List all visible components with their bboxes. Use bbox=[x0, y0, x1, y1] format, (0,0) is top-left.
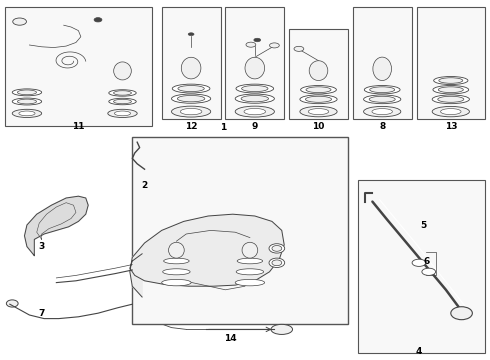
Ellipse shape bbox=[172, 106, 211, 117]
Ellipse shape bbox=[109, 90, 136, 96]
Text: 6: 6 bbox=[423, 256, 429, 265]
Text: 3: 3 bbox=[39, 242, 45, 251]
Ellipse shape bbox=[254, 38, 261, 42]
Bar bbox=[132, 137, 348, 324]
Ellipse shape bbox=[438, 87, 464, 93]
Ellipse shape bbox=[236, 84, 273, 93]
Ellipse shape bbox=[272, 260, 282, 266]
Ellipse shape bbox=[246, 42, 256, 47]
Ellipse shape bbox=[108, 109, 137, 117]
Ellipse shape bbox=[188, 33, 194, 36]
Ellipse shape bbox=[369, 87, 395, 93]
Ellipse shape bbox=[164, 258, 189, 264]
Text: 14: 14 bbox=[224, 334, 237, 343]
Ellipse shape bbox=[244, 108, 266, 115]
Ellipse shape bbox=[433, 86, 468, 94]
Text: 2: 2 bbox=[142, 181, 147, 190]
Ellipse shape bbox=[365, 86, 400, 94]
Ellipse shape bbox=[13, 18, 26, 25]
Ellipse shape bbox=[245, 57, 265, 79]
Ellipse shape bbox=[364, 107, 401, 117]
Ellipse shape bbox=[115, 111, 130, 116]
Ellipse shape bbox=[178, 86, 204, 91]
Ellipse shape bbox=[18, 99, 36, 104]
Ellipse shape bbox=[269, 244, 285, 253]
Ellipse shape bbox=[12, 89, 42, 96]
Ellipse shape bbox=[300, 95, 337, 104]
Ellipse shape bbox=[235, 94, 274, 103]
Bar bbox=[416, 7, 485, 119]
Text: 11: 11 bbox=[72, 122, 85, 131]
Ellipse shape bbox=[169, 242, 184, 258]
Ellipse shape bbox=[114, 99, 131, 104]
Bar bbox=[353, 7, 412, 119]
Ellipse shape bbox=[114, 91, 131, 95]
Polygon shape bbox=[130, 214, 284, 297]
Ellipse shape bbox=[412, 259, 426, 266]
Ellipse shape bbox=[237, 258, 263, 264]
Bar bbox=[289, 29, 348, 119]
Ellipse shape bbox=[18, 90, 36, 95]
Ellipse shape bbox=[241, 95, 269, 102]
Ellipse shape bbox=[236, 269, 264, 275]
Ellipse shape bbox=[439, 78, 463, 83]
Ellipse shape bbox=[163, 269, 190, 275]
Ellipse shape bbox=[235, 106, 274, 117]
Ellipse shape bbox=[272, 246, 282, 251]
Ellipse shape bbox=[309, 61, 328, 81]
Ellipse shape bbox=[451, 307, 472, 320]
Text: 10: 10 bbox=[312, 122, 325, 131]
Text: 12: 12 bbox=[185, 122, 197, 131]
Ellipse shape bbox=[172, 84, 210, 93]
Ellipse shape bbox=[181, 57, 201, 79]
Ellipse shape bbox=[177, 95, 205, 102]
Bar bbox=[5, 7, 152, 126]
Text: 5: 5 bbox=[421, 220, 427, 230]
Ellipse shape bbox=[306, 87, 331, 93]
Ellipse shape bbox=[269, 258, 285, 267]
Ellipse shape bbox=[372, 109, 392, 114]
Ellipse shape bbox=[94, 18, 102, 22]
Ellipse shape bbox=[308, 109, 329, 114]
Ellipse shape bbox=[441, 109, 461, 114]
Ellipse shape bbox=[434, 76, 468, 85]
Text: 4: 4 bbox=[416, 346, 422, 356]
Ellipse shape bbox=[438, 96, 464, 102]
Ellipse shape bbox=[6, 300, 18, 307]
Ellipse shape bbox=[305, 96, 332, 102]
Ellipse shape bbox=[432, 107, 469, 117]
Ellipse shape bbox=[172, 94, 211, 103]
Ellipse shape bbox=[12, 98, 42, 105]
Ellipse shape bbox=[432, 95, 469, 104]
Ellipse shape bbox=[364, 95, 401, 104]
Ellipse shape bbox=[300, 107, 337, 117]
Ellipse shape bbox=[294, 46, 304, 51]
Ellipse shape bbox=[162, 279, 191, 286]
Ellipse shape bbox=[114, 62, 131, 80]
Ellipse shape bbox=[235, 279, 265, 286]
Polygon shape bbox=[24, 196, 88, 256]
Ellipse shape bbox=[270, 43, 279, 48]
Text: 7: 7 bbox=[38, 309, 45, 318]
Text: 13: 13 bbox=[444, 122, 457, 131]
Ellipse shape bbox=[271, 324, 293, 334]
Text: 1: 1 bbox=[220, 123, 226, 132]
Text: 9: 9 bbox=[251, 122, 258, 131]
Text: 8: 8 bbox=[379, 122, 385, 131]
Ellipse shape bbox=[301, 86, 336, 94]
Ellipse shape bbox=[180, 108, 202, 115]
Bar bbox=[358, 180, 485, 353]
Ellipse shape bbox=[12, 109, 42, 117]
Ellipse shape bbox=[242, 242, 258, 258]
Ellipse shape bbox=[369, 96, 395, 102]
Ellipse shape bbox=[422, 268, 436, 275]
Ellipse shape bbox=[373, 57, 392, 81]
Ellipse shape bbox=[19, 111, 35, 116]
Ellipse shape bbox=[109, 98, 136, 105]
Ellipse shape bbox=[242, 86, 268, 91]
Bar bbox=[225, 7, 284, 119]
Bar bbox=[162, 7, 220, 119]
